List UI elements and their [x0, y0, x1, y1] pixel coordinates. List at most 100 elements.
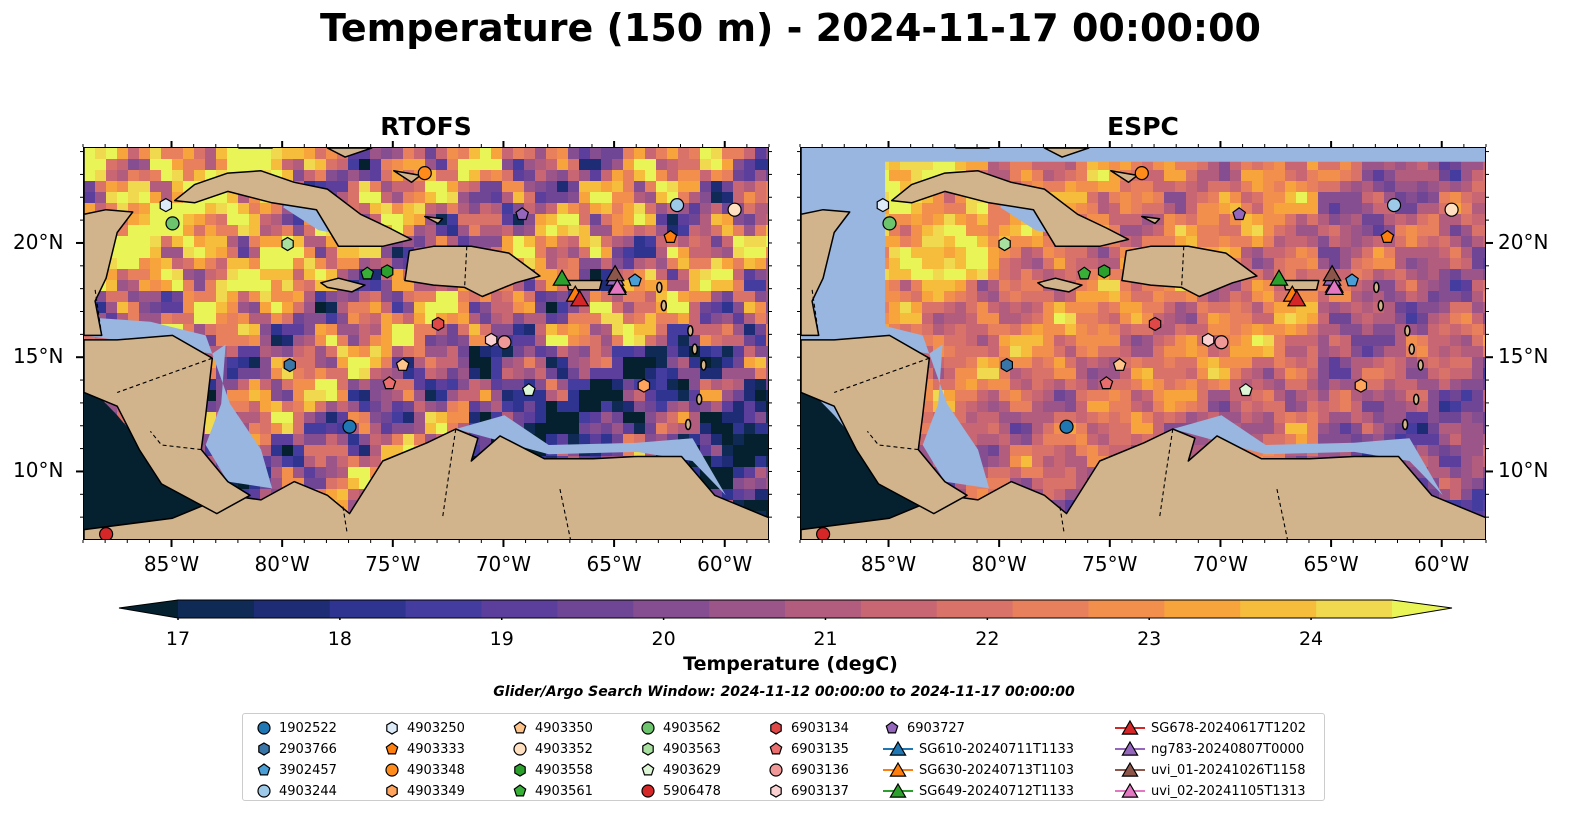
legend-label: 4903244	[279, 783, 337, 799]
obs-4903563-marker	[998, 236, 1011, 252]
map-panel-espc	[800, 147, 1486, 540]
legend-label: 5906478	[663, 783, 721, 799]
legend-item-4903563: 4903563	[639, 739, 721, 759]
colorbar-segment-10	[936, 600, 1014, 618]
legend-marker-4903558	[514, 763, 526, 777]
legend-label: 2903766	[279, 741, 337, 757]
island-4	[684, 418, 692, 431]
lon-label-p0-0: 85°W	[143, 552, 200, 576]
colorbar-title: Temperature (degC)	[683, 653, 898, 675]
land-hispaniola	[404, 245, 541, 298]
legend-label: SG630-20240713T1103	[919, 762, 1075, 778]
legend-label: 4903349	[407, 783, 465, 799]
land-bahamas2	[1110, 170, 1139, 184]
legend-marker-4903349	[386, 784, 398, 798]
colorbar-tick-label-7: 24	[1298, 628, 1324, 650]
land-cuba	[890, 170, 1130, 248]
legend-item-uvi_02-20241105T1313: uvi_02-20241105T1313	[1115, 781, 1305, 801]
island-6	[656, 281, 663, 294]
legend-item-4903349: 4903349	[383, 781, 465, 801]
lat-label-left-0: 20°N	[13, 229, 64, 254]
colorbar-segment-13	[1164, 600, 1241, 618]
land-bahamas2	[393, 170, 422, 184]
obs-4903250-marker	[876, 197, 890, 213]
obs-4903333-marker	[1380, 229, 1395, 244]
legend-label: SG649-20240712T1133	[919, 783, 1075, 799]
legend-marker-SG610-20240711T1133	[889, 740, 907, 756]
circle-marker-icon	[257, 784, 271, 798]
island-3	[695, 393, 703, 406]
obs-6903137-marker	[484, 332, 498, 348]
legend-label: 4903561	[535, 783, 593, 799]
legend-marker-4903348	[385, 763, 399, 777]
circle-marker-icon	[257, 721, 271, 735]
obs-4903352-marker	[727, 202, 742, 217]
border-2	[1059, 506, 1065, 535]
obs-4903562-marker	[165, 216, 180, 231]
border-4	[1276, 488, 1288, 539]
obs-4903352-marker	[1444, 202, 1459, 217]
land-bahamas3	[424, 215, 444, 225]
obs-SG678-20240617T1202-marker	[569, 289, 590, 307]
island-5	[660, 299, 668, 312]
pacific-ocean	[801, 381, 1004, 539]
legend-item-6903136: 6903136	[767, 760, 849, 780]
legend-marker-1902522	[257, 721, 271, 735]
obs-4903350-marker	[1112, 357, 1127, 371]
legend-item-4903629: 4903629	[639, 760, 721, 780]
obs-6903136-marker	[1214, 335, 1229, 350]
legend-marker-4903333	[385, 742, 399, 755]
legend-item-4903333: 4903333	[383, 739, 465, 759]
obs-4903561-marker	[1077, 266, 1092, 280]
obs-6903136-marker	[497, 335, 512, 350]
pacific-ocean	[84, 381, 287, 539]
colorbar-tick-label-0: 17	[165, 628, 191, 650]
legend-item-6903135: 6903135	[767, 739, 849, 759]
pentagon-marker-icon	[385, 742, 399, 755]
colorbar-tick-label-6: 23	[1137, 628, 1162, 650]
land-southamerica	[84, 428, 768, 539]
land-centralamerica	[801, 148, 851, 337]
lon-label-p1-4: 65°W	[1303, 552, 1359, 576]
colorbar-tick-label-1: 18	[327, 628, 352, 650]
border-1	[149, 430, 202, 451]
legend-marker-4903352	[513, 742, 527, 756]
legend-marker-6903134	[770, 721, 782, 735]
pentagon-marker-icon	[641, 763, 655, 776]
legend-label: 4903352	[535, 741, 593, 757]
legend-label: 4903348	[407, 762, 465, 778]
circle-marker-icon	[641, 721, 655, 735]
legend: 1902522 2903766 3902457 4903244 4903250 49033…	[242, 713, 1325, 801]
obs-6903727-marker	[515, 207, 530, 221]
pentagon-marker-icon	[769, 742, 783, 755]
lat-label-right-0: 20°N	[1498, 229, 1549, 254]
obs-4903350-marker	[395, 357, 410, 371]
legend-item-4903352: 4903352	[511, 739, 593, 759]
legend-label: SG678-20240617T1202	[1151, 720, 1307, 736]
obs-uvi_02-20241105T1313-marker	[1324, 278, 1345, 295]
colorbar-segment-3	[405, 600, 482, 618]
lon-label-p1-5: 60°W	[1414, 552, 1470, 576]
triangle-marker-icon	[883, 782, 913, 798]
obs-4903348-marker	[1134, 166, 1149, 181]
legend-marker-SG649-20240712T1133	[889, 782, 907, 798]
pentagon-marker-icon	[513, 784, 527, 797]
circle-marker-icon	[641, 784, 655, 798]
colorbar-segment-12	[1088, 600, 1165, 618]
island-6	[1373, 281, 1380, 294]
legend-item-4903561: 4903561	[511, 781, 593, 801]
obs-6903727-marker	[1232, 207, 1247, 221]
legend-item-SG630-20240713T1103: SG630-20240713T1103	[883, 760, 1074, 780]
border-1	[866, 430, 919, 451]
legend-item-4903244: 4903244	[255, 781, 337, 801]
obs-uvi_01-20241026T1158-marker	[605, 264, 625, 282]
obs-5906478-marker	[816, 527, 831, 539]
triangle-marker-icon	[1115, 782, 1145, 798]
border-3	[441, 428, 457, 519]
triangle-marker-icon	[883, 761, 913, 777]
colorbar-segment-11	[1012, 600, 1089, 618]
colorbar-segment-5	[557, 600, 634, 618]
pentagon-marker-icon	[885, 721, 899, 734]
obs-4903561-marker	[360, 266, 375, 280]
land-puertorico	[565, 279, 603, 291]
